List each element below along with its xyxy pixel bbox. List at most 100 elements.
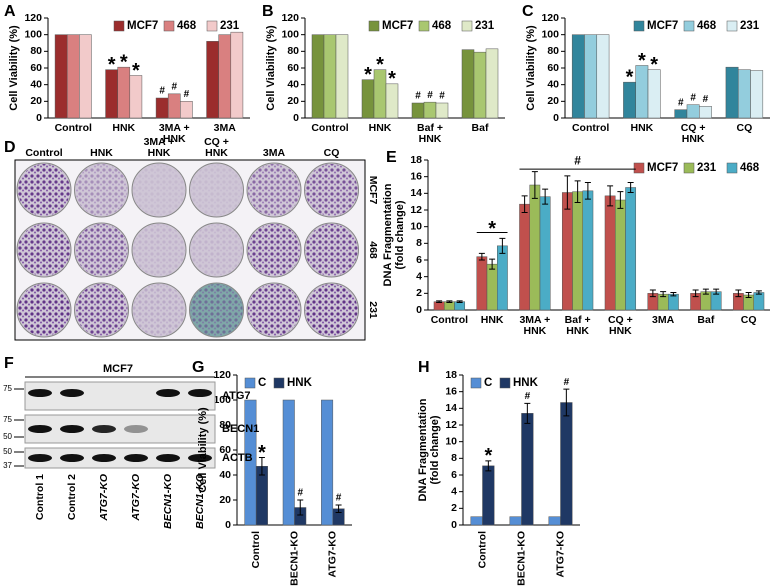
colonies — [305, 224, 358, 276]
error-bar — [670, 292, 677, 297]
error-bar — [660, 291, 667, 298]
bar — [155, 97, 169, 119]
bar — [482, 465, 495, 526]
legend-swatch — [273, 377, 285, 389]
y-tick-label: 4 — [451, 485, 457, 497]
y-tick-label: 6 — [451, 469, 457, 481]
legend-label: C — [258, 377, 266, 389]
y-tick-label: 0 — [36, 112, 42, 124]
bar — [560, 402, 573, 526]
y-tick-label: 120 — [541, 12, 559, 24]
blot-title: MCF7 — [103, 363, 133, 375]
bar — [461, 49, 475, 119]
error-bar — [258, 457, 265, 476]
column-label: 3MA + HNK — [143, 136, 175, 159]
x-tick-label: HNK — [112, 122, 136, 134]
legend-label: MCF7 — [382, 20, 413, 32]
x-tick-label: Baf + HNK — [417, 122, 443, 145]
bar — [373, 69, 387, 119]
colonies — [75, 284, 128, 336]
y-tick-label: 100 — [24, 28, 42, 40]
y-axis-label: Cell Viability (%) — [265, 25, 277, 111]
y-tick-label: 6 — [416, 254, 422, 266]
colonies — [248, 164, 300, 216]
error-bar — [745, 292, 752, 298]
legend-swatch — [726, 162, 738, 174]
legend-swatch — [163, 20, 175, 32]
bar — [117, 66, 131, 119]
band — [28, 454, 52, 462]
legend-swatch — [113, 20, 125, 32]
x-tick-label: HNK — [368, 122, 392, 134]
panel-label: B — [262, 3, 274, 20]
error-bar — [297, 499, 304, 516]
bar — [529, 184, 541, 311]
y-tick-label: 80 — [547, 45, 559, 57]
colonies — [190, 284, 243, 336]
bar — [244, 399, 257, 526]
column-label: CQ + HNK — [204, 136, 229, 159]
bar — [423, 101, 437, 119]
column-label: HNK — [90, 147, 113, 159]
mw-marker: 50 — [3, 447, 12, 456]
blot-strip — [24, 447, 216, 469]
blot-strip — [24, 381, 216, 411]
error-bar — [531, 171, 538, 199]
band — [188, 454, 212, 462]
band — [60, 454, 84, 462]
bar — [311, 34, 325, 119]
y-tick-label: 80 — [219, 419, 231, 431]
bar — [604, 195, 616, 311]
error-bar — [735, 289, 742, 298]
panel-label: G — [192, 359, 204, 376]
bar — [206, 41, 219, 119]
y-axis-label: DNA Fragmentation (fold change) — [382, 183, 406, 287]
y-tick-label: 2 — [451, 502, 457, 514]
legend-label: 231 — [475, 20, 495, 32]
bar — [519, 203, 530, 311]
bar — [582, 190, 594, 311]
y-tick-label: 40 — [287, 78, 299, 90]
band — [156, 389, 180, 397]
panel-label: D — [4, 139, 16, 156]
significance-marker: * — [120, 51, 128, 73]
error-bar — [456, 300, 463, 303]
error-bar — [499, 237, 506, 254]
bar — [750, 70, 764, 119]
legend-swatch — [683, 20, 695, 32]
band — [28, 389, 52, 397]
error-bar — [702, 288, 709, 295]
significance-marker: # — [678, 97, 684, 108]
error-bar — [563, 388, 570, 417]
x-tick-label: Control — [476, 531, 488, 568]
y-tick-label: 0 — [451, 519, 457, 531]
bar — [129, 75, 143, 119]
y-tick-label: 12 — [410, 204, 422, 216]
band — [60, 425, 84, 433]
y-tick-label: 18 — [410, 154, 422, 166]
significance-marker: # — [427, 90, 433, 101]
bar — [614, 199, 626, 311]
colonies — [75, 224, 128, 276]
protein-label: ATG7 — [222, 390, 251, 402]
error-bar — [649, 289, 656, 298]
bar — [335, 34, 349, 119]
colonies — [75, 164, 128, 216]
y-tick-label: 120 — [281, 12, 299, 24]
y-tick-label: 2 — [416, 287, 422, 299]
bar — [167, 93, 181, 119]
band — [92, 425, 116, 433]
column-label: Control — [25, 147, 63, 159]
error-bar — [446, 300, 453, 303]
legend-swatch — [683, 162, 695, 174]
bar — [625, 187, 637, 311]
legend-label: 468 — [740, 162, 760, 174]
protein-label: ACTB — [222, 452, 253, 464]
bar — [584, 34, 598, 119]
legend-swatch — [633, 162, 645, 174]
y-tick-label: 60 — [287, 62, 299, 74]
x-tick-label: CQ — [736, 122, 753, 134]
panel-label: F — [4, 355, 14, 372]
